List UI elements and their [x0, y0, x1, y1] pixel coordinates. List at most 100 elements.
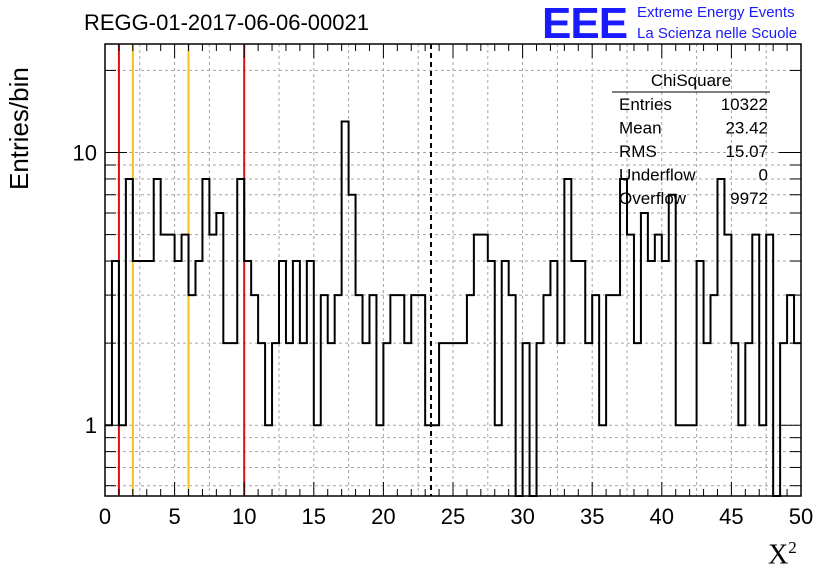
stats-value: 9972 [730, 189, 768, 208]
histogram-bin [481, 235, 488, 496]
histogram-bin [711, 295, 718, 496]
histogram-bin [446, 343, 453, 496]
histogram-bin [724, 235, 731, 496]
histogram-bin [369, 295, 376, 496]
x-tick-label: 45 [719, 504, 743, 529]
histogram-bin [669, 195, 676, 496]
stats-box: ChiSquare Entries 10322 Mean 23.42 RMS 15.07 Un… [612, 71, 770, 208]
histogram-bin [543, 295, 550, 496]
y-tick-label: 1 [85, 413, 97, 438]
x-tick-label: 15 [302, 504, 326, 529]
histogram-bin [147, 261, 154, 496]
histogram-bin [168, 235, 175, 496]
histogram-bin [766, 235, 773, 496]
histogram-bin [279, 261, 286, 496]
histogram-bin [195, 261, 202, 496]
stats-title: ChiSquare [651, 71, 731, 90]
histogram-bin [557, 343, 564, 496]
histogram-bin [418, 295, 425, 496]
x-tick-label: 30 [510, 504, 534, 529]
histogram-bin [126, 179, 133, 496]
histogram-bin [564, 179, 571, 496]
histogram-bin [349, 195, 356, 496]
x-tick-label: 40 [650, 504, 674, 529]
histogram-bin [112, 261, 119, 496]
histogram-bin [488, 261, 495, 496]
histogram-bin [752, 235, 759, 496]
histogram-bin [237, 179, 244, 496]
axis-tick-labels: 0 5 10 15 20 25 30 35 40 45 50 1 10 [73, 141, 814, 529]
eee-logo: EEE [542, 0, 628, 48]
stats-value: 0 [759, 166, 768, 185]
histogram-bin [662, 261, 669, 496]
x-tick-label: 10 [232, 504, 256, 529]
histogram-bin [154, 179, 161, 496]
histogram-bin [342, 121, 349, 496]
histogram-bin [634, 343, 641, 496]
histogram-bin [321, 295, 328, 496]
histogram-bin [537, 343, 544, 496]
stats-value: 10322 [721, 95, 768, 114]
x-tick-label: 5 [168, 504, 180, 529]
histogram-bin [787, 295, 794, 496]
histogram-bin [244, 261, 251, 496]
reference-lines [117, 44, 433, 496]
x-tick-label: 0 [99, 504, 111, 529]
histogram-bin [453, 343, 460, 496]
histogram-bin [258, 343, 265, 496]
axis-ticks [104, 44, 802, 496]
histogram-bin [383, 343, 390, 496]
histogram-bin [272, 343, 279, 496]
histogram-bin [307, 261, 314, 496]
histogram-bin [613, 295, 620, 496]
histogram-bin [627, 235, 634, 496]
stats-value: 23.42 [725, 119, 768, 138]
histogram-bin [641, 213, 648, 496]
histogram-bin [571, 261, 578, 496]
stats-value: 15.07 [725, 142, 768, 161]
x-tick-label: 35 [580, 504, 604, 529]
histogram-bin [216, 213, 223, 496]
histogram-bin [655, 235, 662, 496]
histogram-bin [794, 343, 801, 496]
x-tick-label: 50 [789, 504, 813, 529]
histogram-bin [606, 295, 613, 496]
histogram-bin [745, 343, 752, 496]
histogram-bin [439, 343, 446, 496]
histogram-bin [189, 295, 196, 496]
histogram-bin [697, 261, 704, 496]
y-tick-label: 10 [73, 141, 97, 166]
histogram-bin [648, 261, 655, 496]
stats-label: Mean [619, 119, 662, 138]
stats-label: RMS [619, 142, 657, 161]
histogram-bin [251, 295, 258, 496]
histogram-bin [704, 343, 711, 496]
histogram-bin [286, 343, 293, 496]
x-tick-label: 25 [441, 504, 465, 529]
histogram-bin [460, 343, 467, 496]
histogram-bin [230, 343, 237, 496]
stats-label: Overflow [619, 189, 687, 208]
stats-label: Entries [619, 95, 672, 114]
histogram-bin [474, 235, 481, 496]
x-axis-label: X2 [768, 538, 797, 571]
histogram-bin [397, 295, 404, 496]
histogram-bin [578, 261, 585, 496]
histogram-series [105, 120, 801, 497]
histogram-bin [356, 295, 363, 496]
histogram-bin [202, 179, 209, 496]
histogram-bin [592, 295, 599, 496]
x-axis-label-superscript: 2 [788, 538, 797, 557]
histogram-bin [328, 343, 335, 496]
logo-line-1: Extreme Energy Events [637, 4, 795, 21]
histogram-bin [175, 261, 182, 496]
x-axis-label-text: X [768, 539, 789, 571]
histogram-bin [717, 179, 724, 496]
histogram-bin [731, 343, 738, 496]
histogram-bin [390, 295, 397, 496]
histogram-bin [523, 343, 530, 496]
logo-line-2: La Scienza nelle Scuole [637, 25, 798, 42]
stats-label: Underflow [619, 166, 696, 185]
histogram-bin [411, 295, 418, 496]
